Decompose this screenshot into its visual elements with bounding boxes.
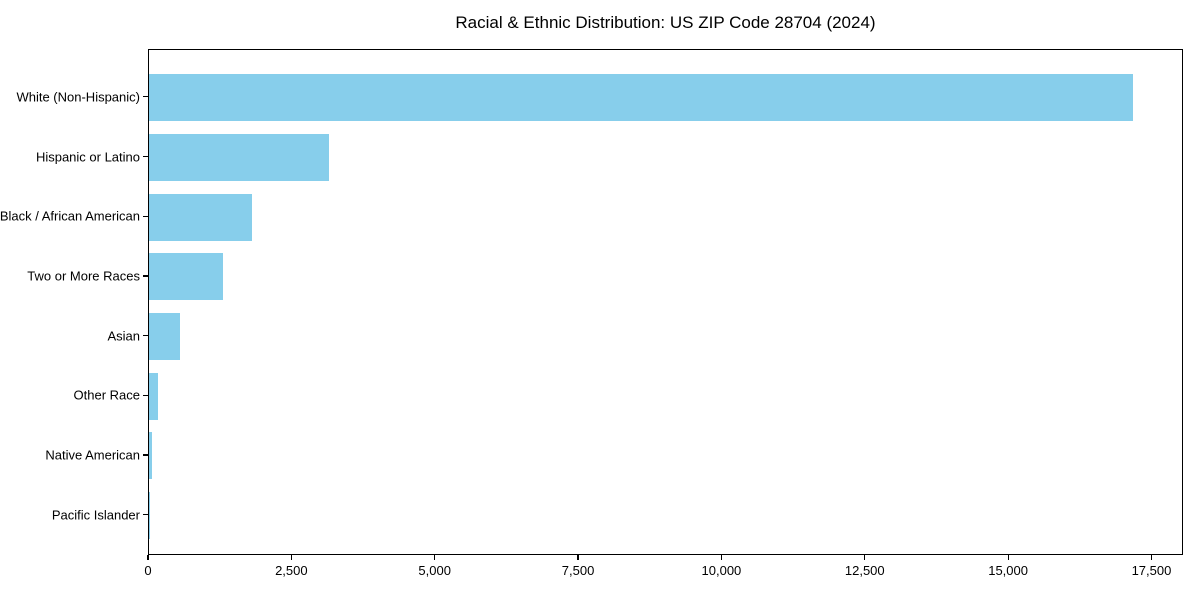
- x-tick-mark: [577, 555, 579, 560]
- x-tick-label: 10,000: [701, 563, 742, 578]
- y-tick-mark: [143, 454, 148, 456]
- bar-row: [149, 128, 1182, 188]
- y-tick-label: Black / African American: [0, 208, 140, 224]
- bar-native-american: [149, 432, 152, 480]
- x-tick-mark: [1150, 555, 1153, 560]
- bar-row: [149, 68, 1182, 128]
- x-tick-label: 2,500: [275, 563, 308, 578]
- x-tick-mark: [864, 555, 866, 560]
- y-tick-label: Native American: [45, 447, 140, 463]
- y-tick-label: Hispanic or Latino: [35, 149, 140, 165]
- y-tick-mark: [143, 394, 148, 396]
- bar-row: [149, 187, 1182, 247]
- bar-pacific-islander: [149, 492, 150, 540]
- y-tick-label: Asian: [107, 328, 140, 344]
- bar-row: [149, 366, 1182, 426]
- bar-hispanic-or-latino: [149, 133, 330, 181]
- bar-row: [149, 426, 1182, 486]
- bars-container: [149, 50, 1182, 554]
- x-tick-label: 5,000: [418, 563, 451, 578]
- bar-row: [149, 307, 1182, 367]
- x-tick-mark: [290, 555, 292, 560]
- x-tick-label: 15,000: [988, 563, 1028, 578]
- y-tick-mark: [143, 155, 148, 158]
- x-tick-label: 17,500: [1131, 563, 1172, 578]
- y-tick-label: Other Race: [73, 387, 140, 403]
- x-tick-label: 7,500: [561, 563, 595, 578]
- bar-other-race: [149, 372, 158, 420]
- y-tick-mark: [143, 96, 148, 98]
- chart-title: Racial & Ethnic Distribution: US ZIP Cod…: [455, 13, 876, 32]
- bar-two-or-more-races: [149, 253, 224, 301]
- y-tick-label: Pacific Islander: [51, 507, 140, 523]
- x-tick-mark: [147, 555, 149, 560]
- y-tick-label: White (Non-Hispanic): [16, 89, 140, 105]
- y-tick-label: Two or More Races: [27, 268, 140, 284]
- y-tick-mark: [143, 514, 148, 516]
- bar-asian: [149, 313, 181, 361]
- bar-white-non-hispanic: [149, 74, 1134, 122]
- y-tick-mark: [143, 215, 148, 217]
- x-tick-label: 12,500: [844, 563, 885, 578]
- x-tick-mark: [434, 555, 436, 560]
- bar-row: [149, 486, 1182, 546]
- plot-area: [148, 49, 1183, 555]
- bar-row: [149, 247, 1182, 307]
- x-tick-mark: [1007, 555, 1009, 560]
- bar-black-african-american: [149, 193, 252, 241]
- y-tick-mark: [143, 335, 148, 337]
- x-tick-mark: [720, 555, 722, 560]
- y-tick-mark: [143, 275, 148, 277]
- x-tick-label: 0: [144, 563, 152, 578]
